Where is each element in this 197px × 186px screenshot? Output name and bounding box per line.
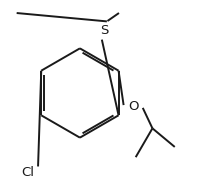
Text: Cl: Cl: [21, 166, 34, 179]
Text: S: S: [100, 24, 108, 37]
Text: O: O: [129, 100, 139, 113]
